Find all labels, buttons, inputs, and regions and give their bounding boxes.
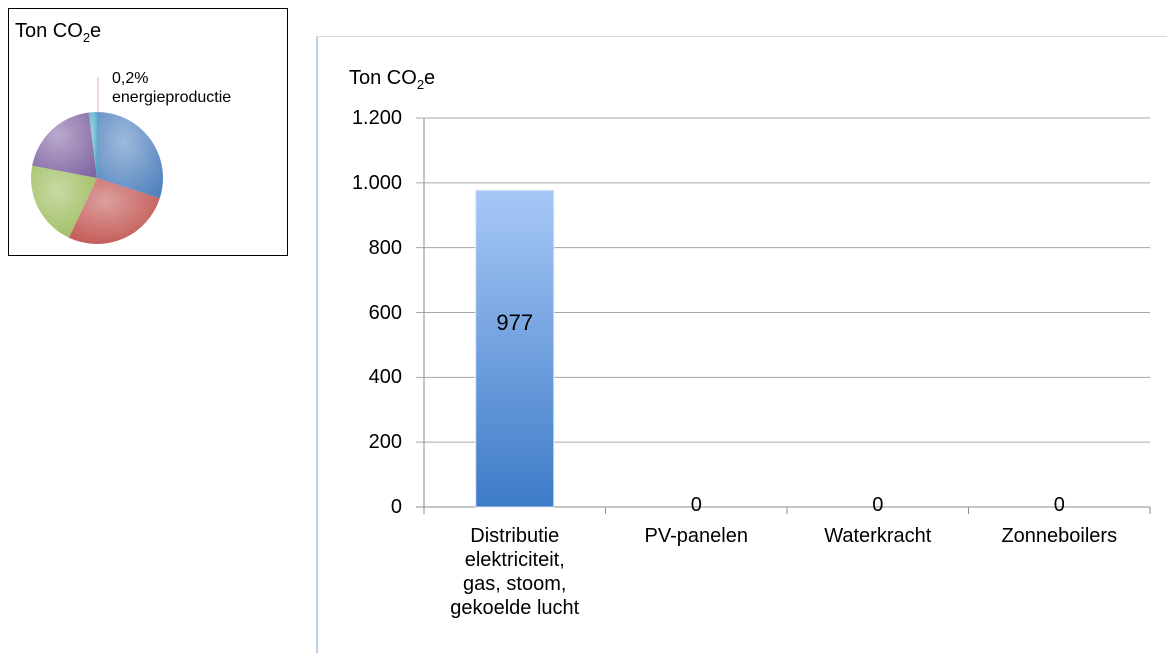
axes: [423, 118, 1151, 514]
pie-chart-title: Ton CO2e: [15, 19, 101, 50]
x-tick-label-line: PV-panelen: [644, 525, 748, 547]
x-tick-label-line: Waterkracht: [824, 525, 932, 547]
data-label: 0: [1053, 494, 1065, 516]
pie-annotation-value: 0,2%: [112, 70, 149, 87]
pie-slice: [30, 165, 98, 238]
pie-slice: [68, 178, 160, 244]
pie-slice: [97, 112, 163, 199]
bar-title-suffix: e: [424, 67, 436, 89]
bar-title-text: Ton CO: [349, 67, 417, 89]
y-tick-label: 0: [390, 496, 402, 518]
data-label: 0: [690, 494, 702, 516]
y-tick-label: 400: [368, 366, 402, 389]
pie-annotation: 0,2% energieproductie: [112, 69, 231, 107]
pie-slice: [89, 112, 97, 178]
y-tick-label: 800: [368, 236, 402, 259]
chart-frame-left-edge: [316, 36, 318, 653]
pie-title-subscript: 2: [82, 30, 91, 45]
pie-title-suffix: e: [90, 20, 102, 42]
y-tick-label: 1.200: [351, 107, 402, 129]
x-tick-label-line: elektriciteit,: [464, 549, 565, 571]
chart-frame-top-edge: [316, 36, 1167, 37]
bar-chart-title: Ton CO2e: [349, 66, 435, 97]
data-label: 977: [496, 310, 534, 336]
x-tick-label-line: gekoelde lucht: [450, 597, 580, 619]
pie-chart-panel: Ton CO2e 0,2% energieproductie: [8, 8, 288, 256]
x-tick-label: Waterkracht: [787, 524, 969, 548]
x-tick-label-line: Zonneboilers: [1001, 525, 1118, 547]
y-tick-label: 600: [368, 301, 402, 324]
pie-slice: [88, 112, 97, 178]
bar: [475, 189, 555, 508]
y-tick-label: 1.000: [351, 171, 402, 194]
pie-chart: [30, 77, 163, 244]
x-tick-label: PV-panelen: [606, 524, 788, 548]
y-tick-label: 200: [368, 431, 402, 454]
pie-annotation-label: energieproductie: [112, 89, 232, 106]
x-tick-label-line: gas, stoom,: [463, 573, 567, 595]
bars: [475, 189, 555, 508]
x-tick-label: Zonneboilers: [969, 524, 1151, 548]
bar-title-subscript: 2: [416, 77, 425, 92]
pie-slice: [32, 112, 98, 178]
x-tick-label: Distributie elektriciteit, gas, stoom, geko…: [424, 524, 606, 620]
pie-title-text: Ton CO: [15, 20, 83, 42]
data-label: 0: [872, 494, 884, 516]
x-tick-label-line: Distributie: [470, 525, 560, 547]
